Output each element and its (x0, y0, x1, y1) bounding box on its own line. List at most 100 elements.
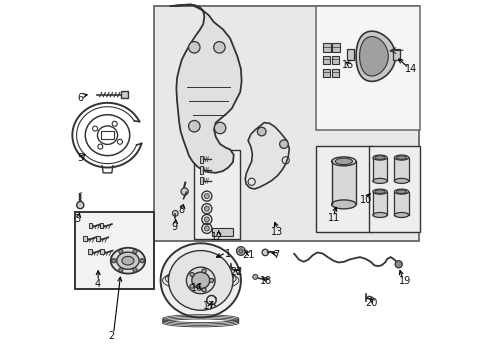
Text: 8: 8 (178, 206, 184, 216)
Ellipse shape (168, 251, 233, 310)
Circle shape (204, 206, 209, 211)
Circle shape (204, 226, 209, 231)
Circle shape (133, 249, 137, 253)
Ellipse shape (160, 243, 241, 318)
Circle shape (119, 268, 123, 272)
Circle shape (257, 127, 265, 136)
Bar (96, 236, 100, 241)
Bar (316, 6, 419, 130)
Circle shape (204, 217, 209, 222)
Bar (194, 150, 240, 239)
Circle shape (133, 268, 137, 272)
Bar (199, 156, 202, 163)
Bar (315, 146, 371, 232)
Bar (83, 236, 87, 241)
Circle shape (214, 122, 225, 134)
Text: 18: 18 (259, 276, 272, 286)
Text: 21: 21 (242, 249, 254, 260)
Text: 1: 1 (225, 248, 231, 258)
Bar (89, 223, 92, 228)
Bar (331, 69, 338, 77)
Text: 7: 7 (273, 250, 279, 260)
Bar (372, 158, 386, 181)
Circle shape (188, 121, 200, 132)
Circle shape (119, 249, 123, 253)
Text: 3: 3 (74, 215, 80, 224)
Bar (101, 131, 114, 139)
Polygon shape (359, 37, 387, 76)
Ellipse shape (374, 190, 384, 193)
Text: 11: 11 (327, 213, 340, 222)
Bar (100, 249, 104, 254)
Bar (322, 55, 329, 64)
Ellipse shape (110, 248, 145, 274)
Ellipse shape (202, 269, 206, 273)
Ellipse shape (209, 278, 213, 282)
Bar (75, 212, 154, 289)
Ellipse shape (374, 156, 384, 159)
Bar (199, 166, 202, 174)
Circle shape (172, 211, 178, 216)
Text: 4: 4 (94, 279, 101, 289)
Ellipse shape (372, 155, 386, 160)
Bar (368, 146, 419, 232)
Ellipse shape (372, 189, 386, 194)
Bar (331, 55, 338, 64)
Circle shape (252, 274, 257, 279)
Bar (331, 161, 355, 204)
Circle shape (213, 41, 224, 53)
Text: 14: 14 (404, 64, 417, 74)
Circle shape (77, 202, 83, 209)
Ellipse shape (372, 212, 386, 217)
Bar (394, 158, 408, 181)
Ellipse shape (189, 284, 194, 288)
Circle shape (236, 247, 244, 255)
Bar (100, 223, 103, 228)
Ellipse shape (335, 158, 352, 165)
Bar (332, 43, 339, 51)
Ellipse shape (394, 189, 408, 194)
Ellipse shape (331, 200, 355, 209)
Circle shape (111, 258, 116, 263)
Bar (394, 192, 408, 215)
Ellipse shape (186, 267, 215, 294)
Circle shape (262, 249, 268, 256)
Bar (392, 49, 399, 60)
Circle shape (188, 41, 200, 53)
Bar (154, 6, 418, 241)
Ellipse shape (191, 272, 209, 289)
Circle shape (181, 188, 188, 195)
Ellipse shape (189, 273, 194, 276)
Ellipse shape (394, 212, 408, 217)
Ellipse shape (394, 179, 408, 183)
Circle shape (204, 194, 209, 199)
Text: 16: 16 (191, 283, 203, 293)
Bar (322, 69, 329, 77)
Text: 22: 22 (230, 267, 243, 277)
Text: 19: 19 (398, 276, 410, 286)
Text: 12: 12 (211, 232, 224, 242)
Bar (323, 43, 330, 51)
Ellipse shape (117, 252, 139, 269)
Polygon shape (355, 31, 395, 81)
Text: 6: 6 (77, 93, 83, 103)
Ellipse shape (396, 156, 406, 159)
Bar (372, 192, 386, 215)
Ellipse shape (394, 155, 408, 160)
Circle shape (238, 249, 243, 253)
Bar (88, 249, 92, 254)
Ellipse shape (396, 190, 406, 193)
Polygon shape (169, 4, 241, 173)
Circle shape (140, 258, 144, 263)
Text: 13: 13 (270, 227, 283, 237)
Ellipse shape (331, 157, 355, 166)
Ellipse shape (122, 256, 134, 265)
Text: 9: 9 (171, 222, 177, 231)
Text: 15: 15 (342, 60, 354, 70)
Text: 10: 10 (360, 195, 372, 205)
Bar (121, 91, 127, 98)
Text: 5: 5 (77, 153, 83, 163)
Bar (199, 177, 202, 184)
Ellipse shape (372, 179, 386, 183)
Ellipse shape (202, 288, 206, 292)
